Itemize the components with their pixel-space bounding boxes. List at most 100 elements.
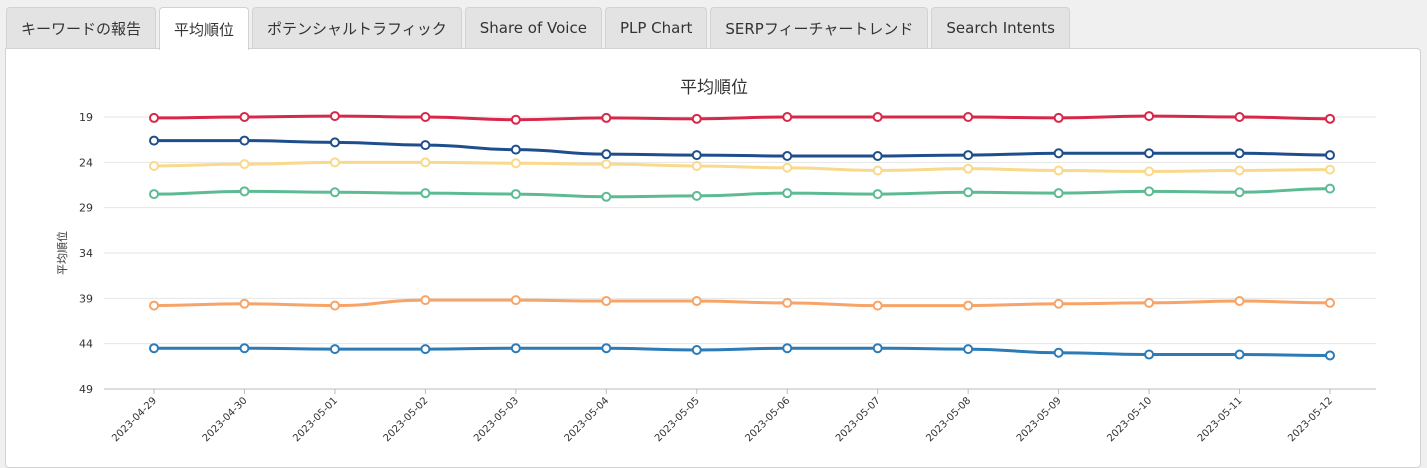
data-point[interactable] [872,189,883,200]
data-point[interactable] [1234,187,1245,198]
data-point[interactable] [239,298,250,309]
data-point[interactable] [510,144,521,155]
data-point[interactable] [1053,347,1064,358]
data-point[interactable] [239,343,250,354]
data-point[interactable] [782,188,793,199]
data-point[interactable] [1325,113,1335,124]
data-point[interactable] [1144,148,1155,159]
data-point[interactable] [329,157,340,168]
tab-5[interactable]: SERPフィーチャートレンド [710,7,929,48]
series-line-1 [154,139,1331,158]
y-tick-label: 24 [79,156,93,169]
series-line-4 [153,298,1331,308]
x-tick-label: 2023-05-09 [1015,395,1064,444]
data-point[interactable] [1325,164,1335,175]
data-point[interactable] [149,160,159,171]
data-point[interactable] [329,137,340,148]
data-point[interactable] [691,113,702,124]
data-point[interactable] [782,162,793,173]
data-point[interactable] [510,114,521,125]
data-point[interactable] [149,112,159,123]
data-point[interactable] [1144,297,1155,308]
data-point[interactable] [1144,186,1155,197]
data-point[interactable] [782,150,793,161]
data-point[interactable] [872,165,883,176]
data-point[interactable] [963,300,974,311]
data-point[interactable] [239,135,250,146]
data-point[interactable] [1144,111,1155,122]
data-point[interactable] [1234,165,1245,176]
data-point[interactable] [1325,297,1335,308]
data-point[interactable] [1053,298,1064,309]
data-point[interactable] [872,343,883,354]
data-point[interactable] [782,112,793,122]
data-point[interactable] [1234,148,1245,159]
data-point[interactable] [1053,188,1064,199]
data-point[interactable] [420,344,431,355]
data-point[interactable] [691,150,702,161]
data-point[interactable] [601,191,612,202]
data-point[interactable] [329,300,340,311]
data-point[interactable] [691,190,702,201]
data-point[interactable] [782,297,793,308]
data-point[interactable] [510,295,521,306]
data-point[interactable] [601,159,612,170]
data-point[interactable] [149,343,159,354]
tab-2[interactable]: ポテンシャルトラフィック [252,7,462,48]
data-point[interactable] [1325,150,1335,161]
tab-4[interactable]: PLP Chart [604,7,708,48]
data-point[interactable] [420,157,431,168]
data-point[interactable] [963,112,974,122]
data-point[interactable] [420,140,431,151]
data-point[interactable] [510,343,521,354]
data-point[interactable] [420,295,431,306]
data-point[interactable] [329,187,340,198]
data-point[interactable] [239,159,250,170]
data-point[interactable] [239,112,250,122]
data-point[interactable] [1053,148,1064,159]
data-point[interactable] [963,187,974,198]
data-point[interactable] [149,300,159,311]
data-point[interactable] [149,189,159,200]
y-axis: 19 24 29 34 39 44 49 [79,111,93,396]
data-point[interactable] [963,163,974,174]
data-point[interactable] [1234,296,1245,307]
series-group [149,111,1335,361]
tab-1[interactable]: 平均順位 [159,7,250,50]
data-point[interactable] [872,150,883,161]
data-point[interactable] [420,112,431,122]
y-tick-label: 49 [79,383,93,396]
data-point[interactable] [1325,350,1335,361]
data-point[interactable] [1144,166,1155,177]
data-point[interactable] [691,345,702,356]
data-point[interactable] [601,149,612,160]
data-point[interactable] [963,344,974,355]
data-point[interactable] [963,150,974,161]
tab-6[interactable]: Search Intents [931,7,1070,48]
tab-bar: キーワードの報告 平均順位 ポテンシャルトラフィック Share of Voice PL… [6,7,1070,50]
data-point[interactable] [601,296,612,307]
data-point[interactable] [601,112,612,123]
data-point[interactable] [601,343,612,354]
data-point[interactable] [420,188,431,199]
data-point[interactable] [1144,349,1155,360]
data-point[interactable] [872,300,883,311]
tab-0[interactable]: キーワードの報告 [6,7,157,48]
data-point[interactable] [510,158,521,169]
data-point[interactable] [239,186,250,197]
data-point[interactable] [1234,112,1245,122]
tab-3[interactable]: Share of Voice [464,7,602,48]
y-axis-label: 平均順位 [55,231,69,275]
data-point[interactable] [1325,183,1335,194]
data-point[interactable] [691,296,702,307]
data-point[interactable] [691,160,702,171]
data-point[interactable] [782,343,793,354]
data-point[interactable] [329,344,340,355]
data-point[interactable] [1053,112,1064,123]
data-point[interactable] [149,135,159,146]
data-point[interactable] [329,111,340,122]
data-point[interactable] [1234,349,1245,360]
data-point[interactable] [510,189,521,200]
data-point[interactable] [872,112,883,122]
data-point[interactable] [1053,165,1064,176]
